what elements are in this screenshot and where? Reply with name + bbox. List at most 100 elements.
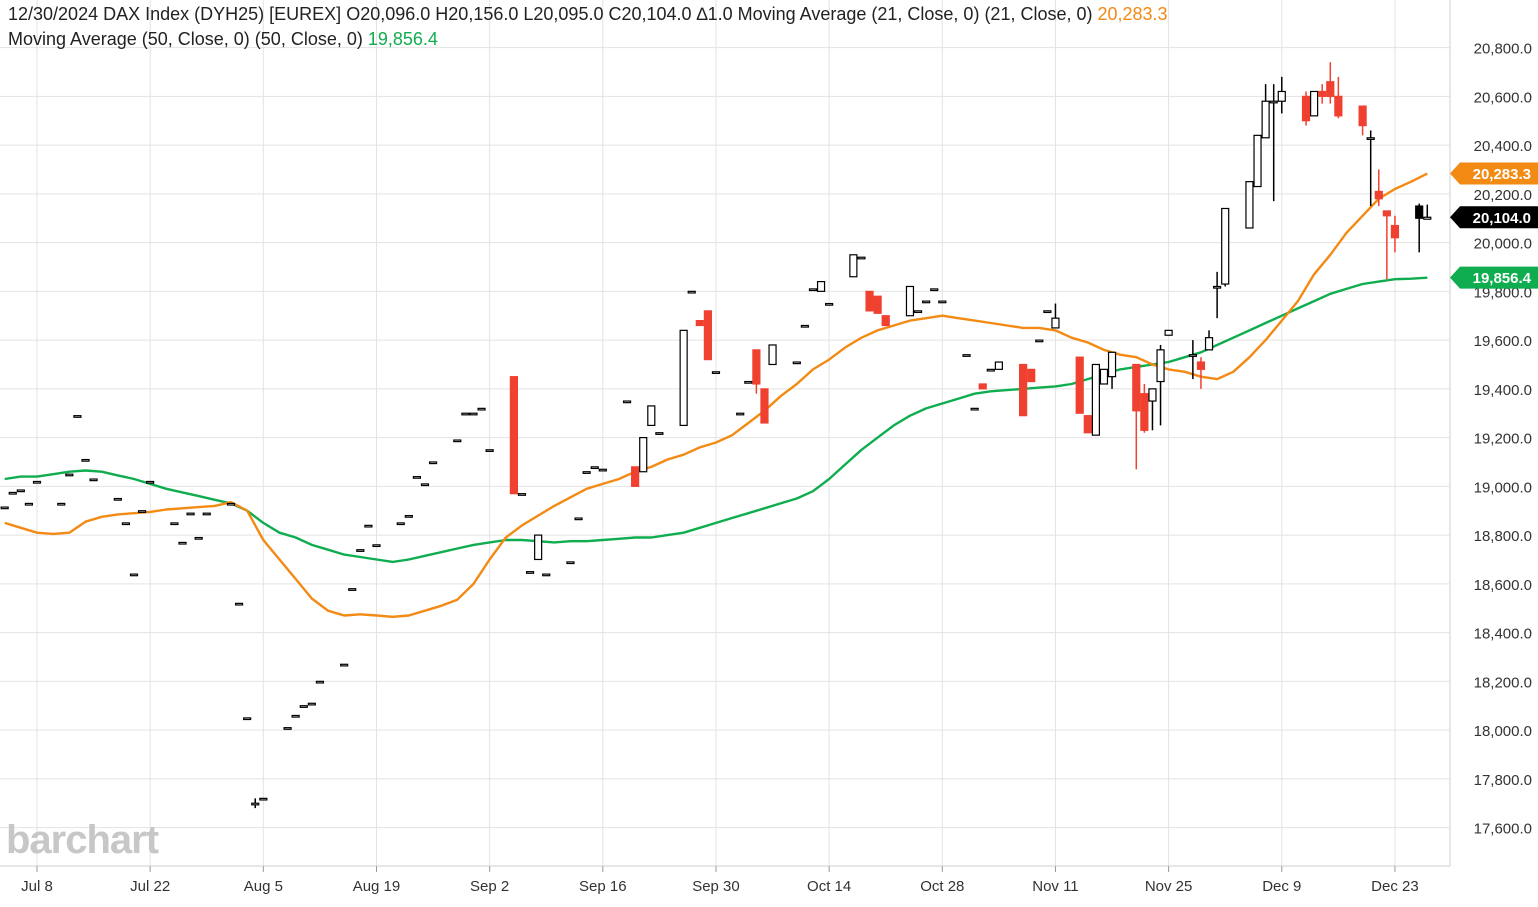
candle-body [356, 549, 365, 552]
candle-body [760, 388, 769, 424]
candle-body [1107, 351, 1117, 378]
candle [1382, 210, 1391, 280]
price-badge-ma21: 20,283.3 [1450, 162, 1538, 185]
candle [194, 536, 203, 540]
candle [1027, 368, 1036, 383]
candle-body [477, 407, 486, 411]
candle [307, 702, 316, 706]
candle [881, 315, 890, 327]
candle-body [1366, 137, 1375, 140]
candle-body [687, 290, 696, 294]
candle-body [348, 588, 357, 591]
y-axis: 17,600.0 17,800.0 18,000.0 18,200.0 18,400.0… [1474, 41, 1532, 838]
candle [922, 300, 931, 304]
candle-body [1043, 310, 1052, 314]
candle-body [283, 727, 292, 730]
candle-body [962, 354, 971, 357]
candle-body [291, 714, 300, 718]
candle-body [1261, 100, 1270, 139]
ma21-line [4, 172, 1428, 618]
candle-body [251, 802, 260, 806]
x-tick-label: Nov 25 [1145, 878, 1193, 895]
candle-body [1099, 368, 1109, 385]
candle [81, 458, 90, 462]
candle [0, 506, 9, 510]
candle-body [768, 344, 777, 366]
candle-body [178, 541, 187, 545]
candle-body [24, 502, 34, 506]
y-tick-label: 20,000.0 [1474, 236, 1532, 253]
candle-body [299, 705, 308, 708]
candle-body [865, 290, 874, 312]
candle-body [1091, 363, 1100, 436]
candle [340, 663, 349, 667]
x-tick-label: Sep 16 [579, 878, 627, 895]
candle-body [226, 502, 236, 506]
candle-body [1415, 205, 1424, 219]
candle [1301, 91, 1311, 126]
candle [1213, 271, 1222, 319]
candle [1366, 130, 1375, 207]
candle [234, 602, 244, 606]
candle [1318, 84, 1327, 104]
y-tick-label: 18,200.0 [1474, 674, 1532, 691]
candle [1019, 363, 1028, 417]
candle [1390, 215, 1400, 253]
candle [129, 573, 139, 577]
candle-body [315, 680, 325, 684]
candle-body [81, 458, 90, 462]
candle-body [0, 506, 9, 510]
x-tick-label: Aug 5 [244, 878, 283, 895]
ma50-legend-label: Moving Average (50, Close, 0) (50, Close… [8, 29, 363, 49]
candle [1277, 76, 1286, 114]
candle-body [930, 288, 939, 292]
candle-body [1382, 210, 1391, 217]
candle-body [65, 473, 74, 477]
candle-body [703, 310, 712, 361]
candle-body [243, 717, 252, 721]
candle [1326, 62, 1335, 104]
candle [647, 405, 656, 427]
candle [420, 483, 430, 487]
candle [525, 571, 535, 574]
candle-body [986, 368, 995, 372]
price-badge-shape [1450, 206, 1538, 229]
candle [412, 476, 422, 479]
candle-body [905, 285, 915, 317]
candle [8, 491, 17, 495]
candle-body [525, 571, 535, 574]
candle [1374, 169, 1383, 207]
header-close: C20,104.0 [608, 4, 692, 24]
candle-body [978, 383, 987, 390]
candle [711, 371, 721, 374]
candle-body [566, 561, 575, 565]
y-tick-label: 18,800.0 [1474, 528, 1532, 545]
candle-body [1035, 339, 1044, 343]
x-tick-label: Sep 30 [692, 878, 740, 895]
candle-body [57, 502, 66, 506]
candle [1423, 204, 1432, 220]
candle-body [1132, 363, 1141, 412]
candle-body [428, 461, 438, 465]
price-badge-ma50: 19,856.4 [1450, 266, 1538, 289]
candle-body [146, 480, 155, 484]
candle [622, 400, 632, 404]
candle [57, 502, 66, 506]
candle-body [420, 483, 430, 487]
candle-body [816, 281, 826, 292]
candle-body [1148, 388, 1157, 402]
candle [509, 376, 518, 495]
candle-body [590, 466, 599, 470]
candle-body [1075, 356, 1084, 414]
candle [113, 497, 122, 501]
candle [800, 324, 809, 328]
candle-body [307, 702, 316, 706]
candle [1358, 105, 1367, 136]
candle-body [1301, 95, 1311, 122]
candle [315, 680, 325, 684]
candle-body [970, 407, 979, 411]
x-tick-label: Dec 23 [1371, 878, 1419, 895]
candle [542, 573, 551, 577]
